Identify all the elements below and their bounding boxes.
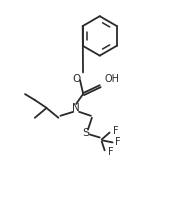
Text: OH: OH — [105, 74, 120, 84]
Text: N: N — [72, 103, 80, 113]
Text: F: F — [113, 126, 118, 136]
Text: S: S — [82, 127, 90, 138]
Text: F: F — [115, 137, 121, 147]
Text: F: F — [108, 147, 113, 157]
Text: O: O — [72, 74, 80, 84]
